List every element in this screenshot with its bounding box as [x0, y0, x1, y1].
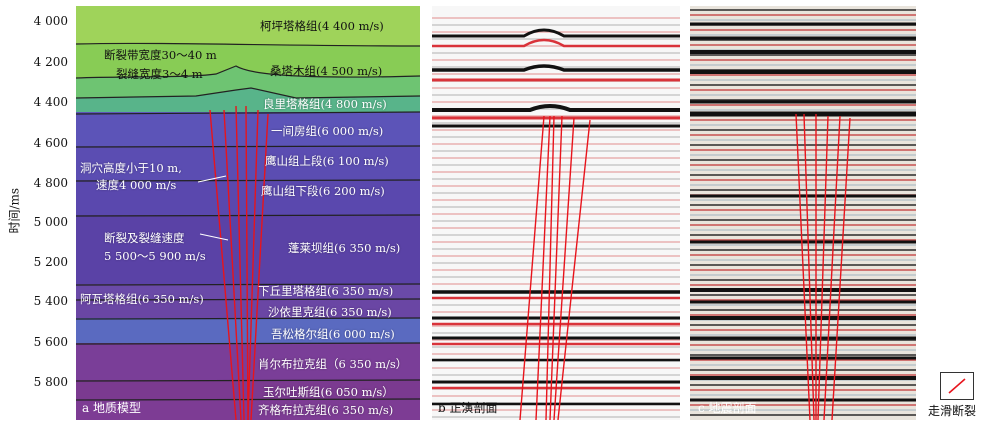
layer-label: 齐格布拉克组(6 350 m/s)	[258, 403, 394, 417]
fault-velocity-note: 断裂及裂缝速度	[104, 231, 185, 245]
panel-c-label: c 地震剖面	[698, 401, 757, 415]
layer-label: 鹰山组上段(6 100 m/s)	[265, 154, 389, 168]
layer-label: 吾松格尔组(6 000 m/s)	[271, 327, 395, 341]
y-tick: 5 800	[33, 375, 68, 389]
reflector-stripe	[432, 28, 680, 38]
cave-note: 洞穴高度小于10 m,	[80, 161, 182, 175]
y-tick: 4 000	[33, 14, 68, 28]
seismic-section-panel	[690, 6, 916, 420]
fault-zone-note: 断裂带宽度30～40 m	[104, 48, 217, 62]
layer-label: 蓬莱坝组(6 350 m/s)	[288, 241, 401, 255]
y-axis-label: 时间/ms	[7, 187, 22, 234]
reflector-stripe	[432, 38, 680, 48]
y-tick: 5 400	[33, 294, 68, 308]
layer-label: 下丘里塔格组(6 350 m/s)	[258, 284, 394, 298]
cave-note: 速度4 000 m/s	[96, 178, 177, 192]
y-tick: 4 200	[33, 55, 68, 69]
layer-label: 肖尔布拉克组（6 350 m/s）	[258, 357, 408, 371]
panel-a-label: a 地质模型	[82, 401, 141, 415]
y-tick: 4 600	[33, 136, 68, 150]
layer-label: 良里塔格组(4 800 m/s)	[263, 97, 387, 111]
layer-label: 鹰山组下段(6 200 m/s)	[261, 184, 385, 198]
y-tick: 4 400	[33, 95, 68, 109]
forward-model-panel	[432, 6, 680, 420]
fault-velocity-note: 5 500～5 900 m/s	[104, 249, 206, 263]
y-tick: 5 600	[33, 335, 68, 349]
strike-slip-fault-icon	[948, 378, 966, 394]
layer-label: 一间房组(6 000 m/s)	[271, 124, 384, 138]
layer-label: 桑塔木组(4 500 m/s)	[270, 64, 383, 78]
y-tick: 5 000	[33, 215, 68, 229]
y-tick: 4 800	[33, 176, 68, 190]
legend-label: 走滑断裂	[928, 404, 977, 418]
fault-zone-note: 裂缝宽度3～4 m	[116, 67, 203, 81]
y-tick: 5 200	[33, 255, 68, 269]
geologic-model-svg	[75, 6, 421, 421]
layer-label: 柯坪塔格组(4 400 m/s)	[260, 19, 384, 33]
layer-label: 玉尔吐斯组(6 050 m/s）	[263, 385, 394, 399]
reflector-stripe	[432, 104, 680, 112]
seismic-section-svg	[690, 6, 916, 420]
legend-symbol-box	[940, 372, 974, 400]
geologic-model-panel	[75, 6, 421, 421]
panel-b-label: b 正演剖面	[438, 401, 498, 415]
reflector-stripe	[432, 64, 680, 72]
forward-model-svg	[432, 6, 680, 420]
layer-label: 沙依里克组(6 350 m/s)	[268, 305, 392, 319]
layer-label: 阿瓦塔格组(6 350 m/s)	[80, 292, 204, 306]
